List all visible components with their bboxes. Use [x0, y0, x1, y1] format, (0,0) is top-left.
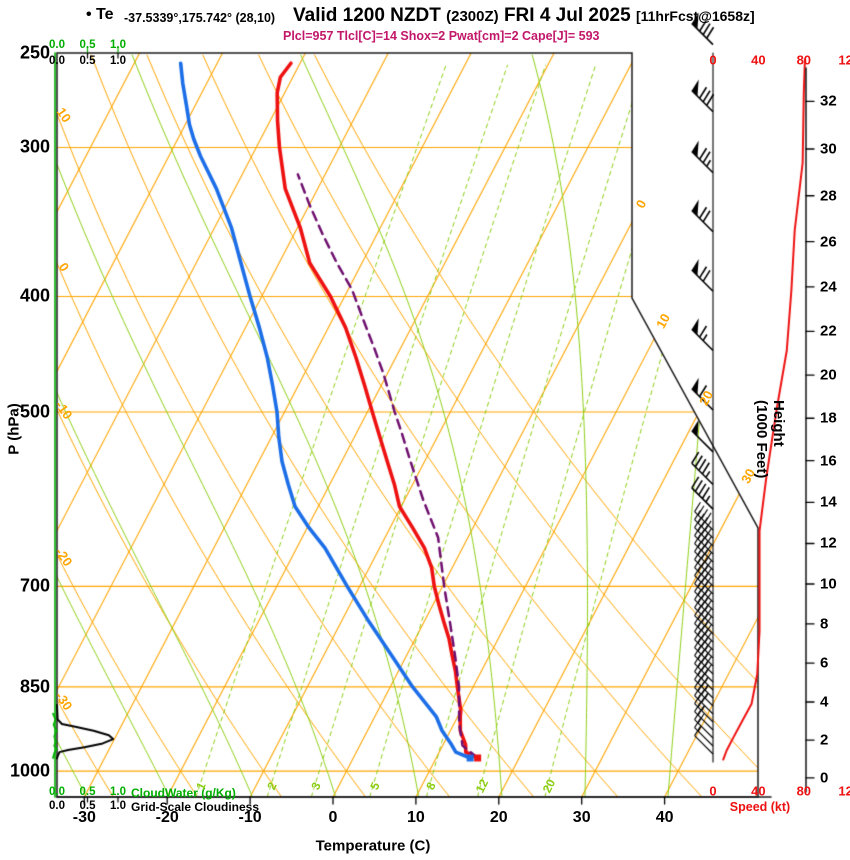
cloudwater-tick-bottom: 1.0 [110, 786, 126, 798]
pressure-tick-label: 850 [19, 676, 50, 697]
cloudwater-axis-title: CloudWater (g/Kg) [131, 786, 236, 800]
height-tick-label: 10 [820, 575, 837, 593]
valid-label: Valid 1200 NZDT [293, 5, 441, 26]
height-tick-label: 12 [820, 534, 837, 552]
cloudwater-tick-top: 0.5 [79, 39, 96, 51]
title-valid-time: Valid 1200 NZDT (2300Z) FRI 4 Jul 2025 [… [293, 5, 755, 27]
valid-zulu: (2300Z) [446, 8, 499, 25]
height-tick-label: 30 [820, 140, 837, 158]
height-tick-label: 28 [820, 187, 837, 205]
speed-tick-label-bottom: 80 [796, 783, 812, 799]
temperature-tick-label: 10 [406, 809, 425, 826]
forecast-info: [11hrFcst@1658z] [635, 8, 755, 24]
title-coordinates: -37.5339°,175.742° (28,10) [124, 11, 276, 25]
height-tick-label: 4 [820, 693, 829, 711]
temperature-tick-label: 30 [572, 809, 591, 826]
valid-date: FRI 4 Jul 2025 [503, 5, 631, 26]
temperature-tick-label: 40 [655, 809, 674, 826]
temperature-tick-label: 20 [489, 809, 508, 826]
height-axis-title: Height (1000 Feet) [753, 400, 787, 479]
temperature-tick-label: -10 [238, 809, 262, 826]
pressure-tick-label: 700 [19, 575, 50, 596]
height-tick-label: 24 [820, 278, 837, 296]
cloudiness-axis-title: Grid-Scale Cloudiness [131, 800, 260, 814]
speed-tick-label-top: 120 [838, 52, 850, 68]
cloudiness-tick-top: 0.5 [79, 55, 96, 67]
height-tick-label: 0 [820, 769, 829, 787]
height-tick-label: 26 [820, 233, 837, 251]
sounding-parameters: Plcl=957 Tlcl[C]=14 Shox=2 Pwat[cm]=2 Ca… [283, 29, 600, 43]
cloudiness-tick-top: 1.0 [110, 55, 126, 67]
speed-tick-label-top: 40 [751, 52, 766, 68]
temperature-tick-label: 0 [328, 809, 338, 826]
cloudiness-tick-top: 0.0 [49, 55, 65, 67]
height-tick-label: 32 [820, 92, 837, 110]
speed-axis-title: Speed (kt) [729, 800, 791, 814]
temperature-axis-title: Temperature (C) [315, 837, 431, 855]
cloudwater-tick-bottom: 0.5 [79, 786, 96, 798]
pressure-tick-label: 500 [19, 401, 50, 422]
speed-tick-label-top: 80 [796, 52, 812, 68]
cloudwater-tick-top: 1.0 [110, 39, 126, 51]
cloudiness-tick-bottom: 1.0 [110, 800, 126, 812]
height-tick-label: 2 [820, 731, 829, 749]
height-tick-label: 8 [820, 615, 829, 633]
pressure-tick-label: 400 [19, 285, 50, 306]
pressure-tick-label: 300 [19, 136, 50, 157]
temperature-tick-label: -30 [72, 809, 96, 826]
speed-tick-label-bottom: 120 [838, 783, 850, 799]
title-station: • Te [86, 6, 114, 23]
speed-tick-label-top: 0 [709, 52, 717, 68]
height-tick-label: 22 [820, 322, 837, 340]
temperature-tick-label: -20 [155, 809, 179, 826]
cloudiness-tick-bottom: 0.0 [49, 800, 65, 812]
height-tick-label: 6 [820, 654, 829, 672]
pressure-tick-label: 1000 [9, 760, 50, 781]
height-tick-label: 18 [820, 409, 837, 427]
height-tick-label: 16 [820, 452, 837, 470]
speed-tick-label-bottom: 40 [751, 783, 766, 799]
speed-tick-label-bottom: 0 [709, 783, 717, 799]
height-tick-label: 14 [820, 493, 837, 511]
pressure-tick-label: 250 [19, 42, 50, 63]
cloudiness-tick-bottom: 0.5 [79, 800, 96, 812]
cloudwater-tick-bottom: 0.0 [49, 786, 65, 798]
cloudwater-tick-top: 0.0 [49, 39, 65, 51]
height-tick-label: 20 [820, 366, 837, 384]
